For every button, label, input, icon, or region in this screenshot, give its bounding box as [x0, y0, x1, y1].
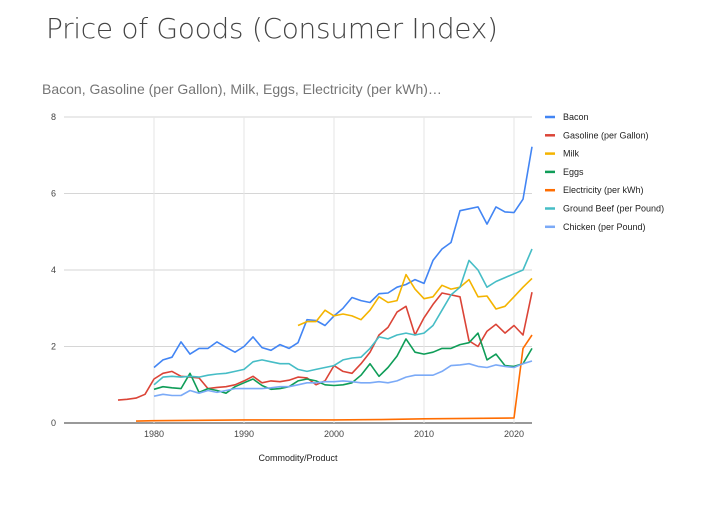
x-axis-title: Commodity/Product: [258, 453, 338, 463]
x-tick-label: 2020: [504, 429, 524, 439]
page-title: Price of Goods (Consumer Index): [46, 12, 498, 45]
x-tick-label: 1980: [144, 429, 164, 439]
y-tick-label: 8: [51, 112, 56, 122]
series-line-0: [153, 146, 533, 369]
y-tick-label: 6: [51, 189, 56, 199]
x-axis: 1980 1990 2000 2010 2020: [144, 429, 524, 439]
series-line-5: [153, 248, 533, 386]
series-line-6: [153, 360, 533, 397]
legend-label: Electricity (per kWh): [563, 185, 644, 195]
legend-label: Milk: [563, 149, 579, 159]
series-line-3: [153, 332, 533, 394]
x-tick-label: 2000: [324, 429, 344, 439]
y-tick-label: 0: [51, 418, 56, 428]
x-tick-label: 1990: [234, 429, 254, 439]
y-tick-label: 4: [51, 265, 56, 275]
legend-label: Gasoline (per Gallon): [563, 130, 649, 140]
y-tick-label: 2: [51, 342, 56, 352]
series-lines: [117, 146, 533, 422]
chart-grid: [64, 116, 532, 424]
legend-label: Ground Beef (per Pound): [563, 204, 664, 214]
x-tick-label: 2010: [414, 429, 434, 439]
chart-subtitle: Bacon, Gasoline (per Gallon), Milk, Eggs…: [42, 81, 442, 97]
series-line-4: [135, 334, 533, 422]
legend-label: Chicken (per Pound): [563, 222, 646, 232]
series-line-2: [297, 273, 533, 327]
legend-label: Bacon: [563, 112, 589, 122]
legend-label: Eggs: [563, 167, 584, 177]
legend: Bacon Gasoline (per Gallon) Milk Eggs Electr…: [545, 112, 664, 232]
y-axis: 0 2 4 6 8: [51, 112, 56, 428]
